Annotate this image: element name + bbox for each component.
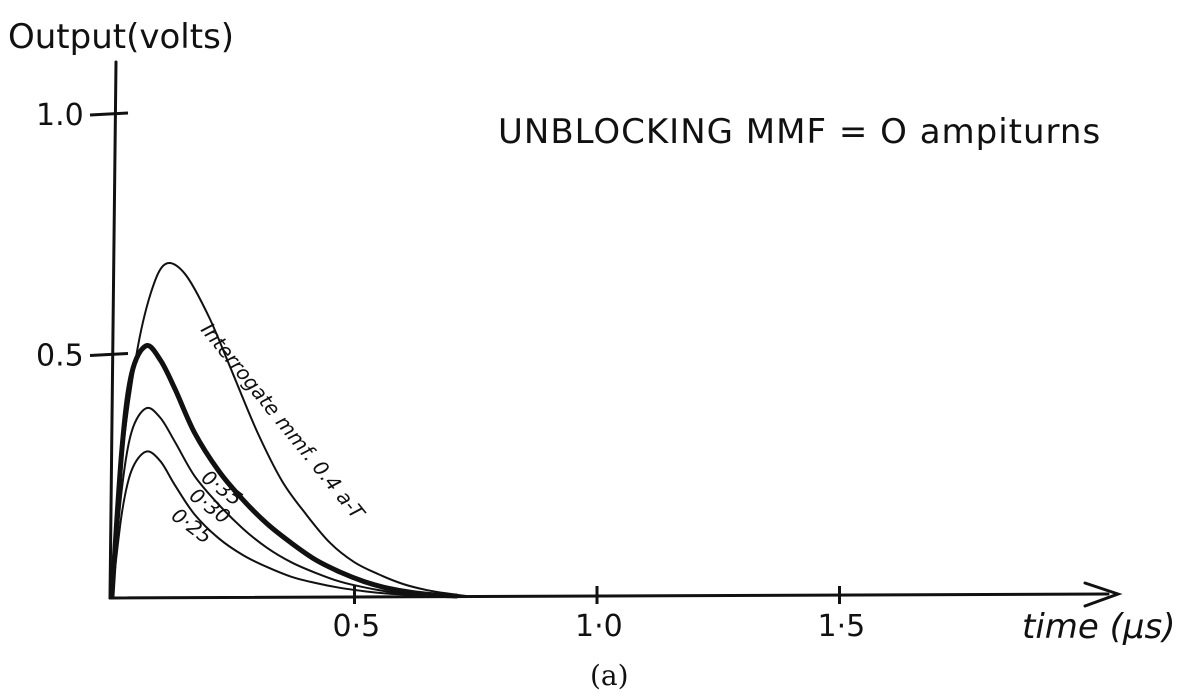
x-tick-label-1: 1·0 bbox=[575, 609, 623, 644]
y-tick-label-0: 0.5 bbox=[36, 339, 84, 374]
y-tick-1 bbox=[89, 111, 129, 117]
series-line-0 bbox=[111, 262, 468, 597]
series-line-2 bbox=[111, 406, 453, 597]
series-curves bbox=[109, 262, 468, 599]
axis-ticks: 0·5 1·0 1·5 0.5 1.0 bbox=[36, 98, 865, 644]
series-line-3 bbox=[111, 450, 429, 597]
figure-caption: (a) bbox=[590, 659, 629, 692]
series-line-1 bbox=[109, 343, 459, 599]
x-axis-line bbox=[108, 592, 1110, 600]
y-tick-label-1: 1.0 bbox=[36, 98, 84, 133]
x-tick-label-2: 1·5 bbox=[818, 609, 866, 644]
y-tick-0 bbox=[89, 352, 129, 357]
x-tick-label-0: 0·5 bbox=[333, 609, 381, 644]
y-axis-label: Output(volts) bbox=[8, 17, 234, 57]
y-axis-line bbox=[108, 60, 118, 600]
chart-title: UNBLOCKING MMF = O ampiturns bbox=[498, 112, 1101, 152]
x-axis-arrowhead bbox=[1083, 581, 1123, 608]
x-axis-label: time (μs) bbox=[1022, 607, 1176, 647]
